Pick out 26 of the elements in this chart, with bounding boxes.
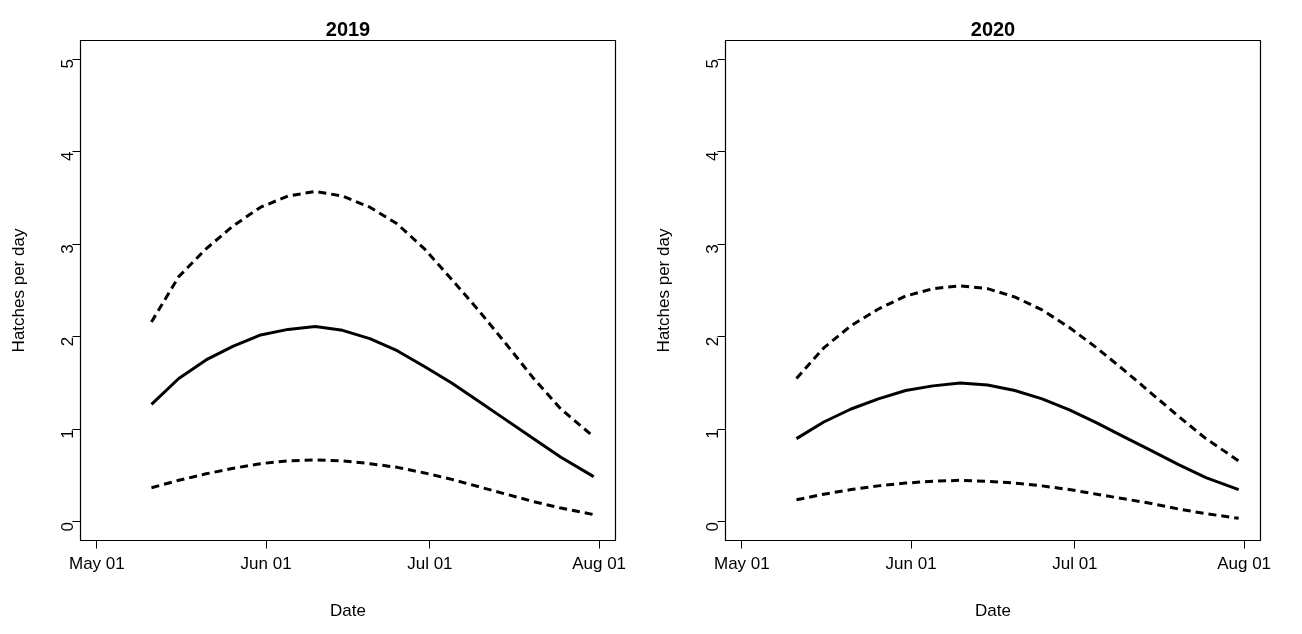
y-tick-label: 1 bbox=[703, 429, 723, 439]
x-axis-title: Date bbox=[330, 600, 366, 620]
x-tick-label: Aug 01 bbox=[572, 553, 627, 573]
chart-title: 2020 bbox=[970, 17, 1016, 40]
x-tick-label: Jul 01 bbox=[407, 553, 453, 573]
chart-title: 2019 bbox=[325, 17, 371, 40]
x-tick-label: Jun 01 bbox=[240, 553, 292, 573]
y-tick-label: 0 bbox=[58, 521, 78, 532]
y-axis-title: Hatches per day bbox=[653, 228, 673, 353]
y-tick-label: 3 bbox=[703, 244, 723, 254]
x-tick-label: Aug 01 bbox=[1217, 553, 1272, 573]
y-tick-label: 3 bbox=[58, 244, 78, 254]
x-tick-label: May 01 bbox=[714, 553, 770, 573]
x-tick-label: May 01 bbox=[69, 553, 125, 573]
y-tick-label: 4 bbox=[58, 151, 78, 162]
x-tick-label: Jun 01 bbox=[885, 553, 937, 573]
y-tick-label: 2 bbox=[58, 336, 78, 347]
y-tick-label: 4 bbox=[703, 151, 723, 162]
y-tick-label: 0 bbox=[703, 521, 723, 532]
y-tick-label: 5 bbox=[58, 59, 78, 69]
y-tick-label: 2 bbox=[703, 336, 723, 347]
x-tick-label: Jul 01 bbox=[1052, 553, 1098, 573]
y-axis-title: Hatches per day bbox=[8, 228, 28, 353]
y-tick-label: 5 bbox=[703, 59, 723, 69]
y-tick-label: 1 bbox=[58, 429, 78, 439]
x-axis-title: Date bbox=[975, 600, 1011, 620]
